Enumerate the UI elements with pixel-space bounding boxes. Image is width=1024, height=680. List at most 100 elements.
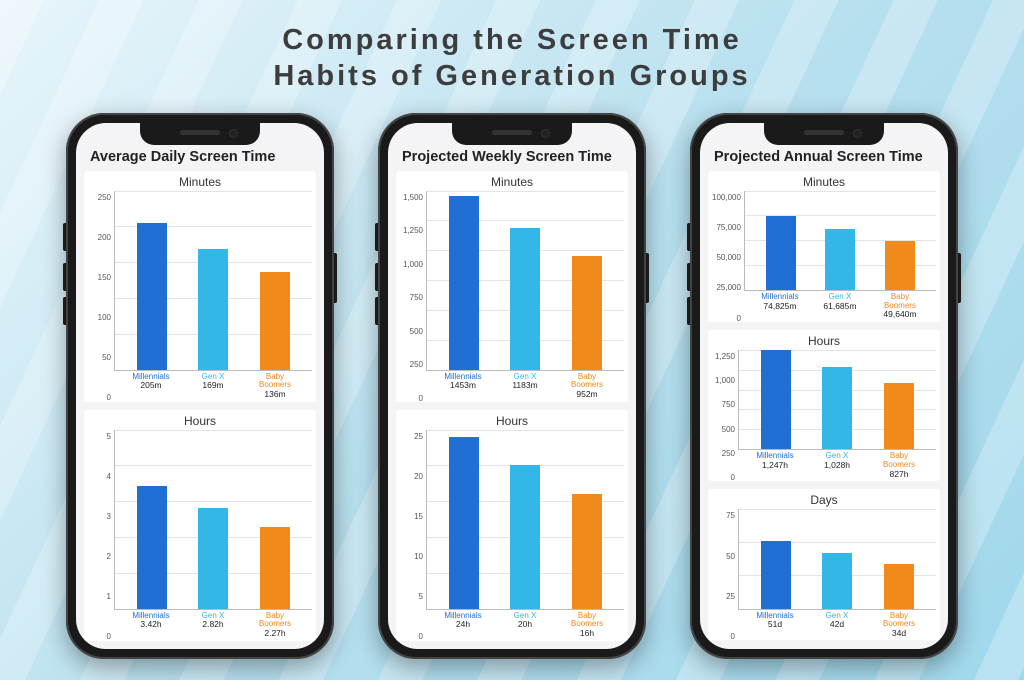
x-axis: Millennials1,247hGen X1,028hBaby Boomers… [738,450,936,479]
x-category: Millennials24h [438,612,488,639]
x-category: Millennials3.42h [126,612,176,639]
category-value: 24h [438,620,488,629]
category-value: 2.27h [250,629,300,638]
bar [822,367,852,449]
y-axis: 02505007501,0001,2501,500 [400,191,426,400]
y-tick-label: 75,000 [712,224,741,232]
y-tick-label: 25,000 [712,284,741,292]
category-value: 20h [500,620,550,629]
category-value: 1453m [438,381,488,390]
category-value: 51d [750,620,800,629]
y-tick-label: 250 [712,450,735,458]
chart-title: Hours [712,334,936,348]
plot-area: 012345Millennials3.42hGen X2.82hBaby Boo… [88,430,312,639]
x-axis: Millennials205mGen X169mBaby Boomers136m [114,371,312,400]
plot-area: 025,00050,00075,000100,000Millennials74,… [712,191,936,320]
category-value: 1,247h [750,461,800,470]
bar [510,228,540,369]
category-name: Baby Boomers [250,612,300,630]
charts-area: Minutes02505007501,0001,2501,500Millenni… [396,171,628,641]
y-tick-label: 1,000 [400,261,423,269]
bar [137,486,167,608]
x-category: Baby Boomers16h [562,612,612,639]
category-value: 3.42h [126,620,176,629]
x-category: Baby Boomers34d [874,612,924,639]
y-axis: 012345 [88,430,114,639]
chart-title: Hours [400,414,624,428]
chart-grid [426,430,624,610]
x-category: Gen X20h [500,612,550,639]
phone-title: Projected Annual Screen Time [708,143,940,171]
y-tick-label: 200 [88,234,111,242]
phone-screen: Projected Annual Screen TimeMinutes025,0… [700,123,948,649]
y-tick-label: 0 [712,633,735,640]
y-tick-label: 750 [400,294,423,302]
chart-title: Hours [88,414,312,428]
category-value: 1183m [500,381,550,390]
y-axis: 0 25 50 75 [712,509,738,638]
category-value: 169m [188,381,238,390]
y-tick-label: 0 [712,474,735,482]
y-tick-label: 25 [712,593,735,601]
y-tick-label: 250 [88,194,111,202]
bar-chart: Hours0510152025Millennials24hGen X20hBab… [396,410,628,641]
x-category: Millennials51d [750,612,800,639]
y-tick-label: 1,250 [400,227,423,235]
x-category: Gen X169m [188,373,238,400]
y-tick-label: 4 [88,473,111,481]
bar [761,350,791,449]
category-value: 205m [126,381,176,390]
gridline [115,430,312,431]
chart-grid [744,191,936,291]
y-tick-label: 50 [712,553,735,561]
bar [449,437,479,609]
chart-title: Minutes [400,175,624,189]
plot-area: 0255075Millennials51dGen X42dBaby Boomer… [712,509,936,638]
gridline [739,509,936,510]
plot-area: 02505007501,0001,250Millennials1,247hGen… [712,350,936,479]
y-tick-label: 0 [88,633,111,640]
title-line-2: Habits of Generation Groups [0,58,1024,94]
x-axis: Millennials1453mGen X1183mBaby Boomers95… [426,371,624,400]
x-category: Millennials74,825m [755,293,805,320]
bars-wrap: Millennials205mGen X169mBaby Boomers136m [114,191,312,400]
category-value: 61,685m [815,302,865,311]
gridline [745,191,936,192]
phone-notch [140,123,260,145]
bar [884,383,914,449]
phone-mockup: Projected Weekly Screen TimeMinutes02505… [378,113,646,659]
y-tick-label: 75 [712,512,735,520]
bar-chart: Minutes02505007501,0001,2501,500Millenni… [396,171,628,402]
gridline [115,191,312,192]
y-tick-label: 25 [400,433,423,441]
y-axis: 02505007501,0001,250 [712,350,738,479]
y-tick-label: 100,000 [712,194,741,202]
y-tick-label: 1,500 [400,194,423,202]
x-axis: Millennials3.42h Gen X2.82h Baby Boomers2.… [114,610,312,639]
bars-wrap: Millennials24h Gen X20h Baby Boomers16h [426,430,624,639]
y-tick-label: 50 [88,354,111,362]
x-category: Gen X2.82h [188,612,238,639]
y-tick-label: 250 [400,361,423,369]
plot-area: 0510152025Millennials24hGen X20hBaby Boo… [400,430,624,639]
bar-chart: Minutes050100150200250Millennials205mGen… [84,171,316,402]
bars-wrap: Millennials51dGen X42dBaby Boomers34d [738,509,936,638]
bar [766,216,796,290]
category-value: 42d [812,620,862,629]
bar [510,465,540,608]
y-tick-label: 5 [88,433,111,441]
y-tick-label: 0 [88,394,111,402]
x-category: Gen X61,685m [815,293,865,320]
x-category: Millennials1453m [438,373,488,400]
y-tick-label: 1,000 [712,377,735,385]
category-value: 827h [874,470,924,479]
y-tick-label: 10 [400,553,423,561]
phones-row: Average Daily Screen TimeMinutes05010015… [0,113,1024,659]
phone-notch [452,123,572,145]
bar [137,223,167,370]
bar-chart: Hours02505007501,0001,250Millennials1,24… [708,330,940,481]
category-name: Baby Boomers [250,373,300,391]
bar [572,256,602,370]
phone-title: Average Daily Screen Time [84,143,316,171]
bar [198,249,228,370]
